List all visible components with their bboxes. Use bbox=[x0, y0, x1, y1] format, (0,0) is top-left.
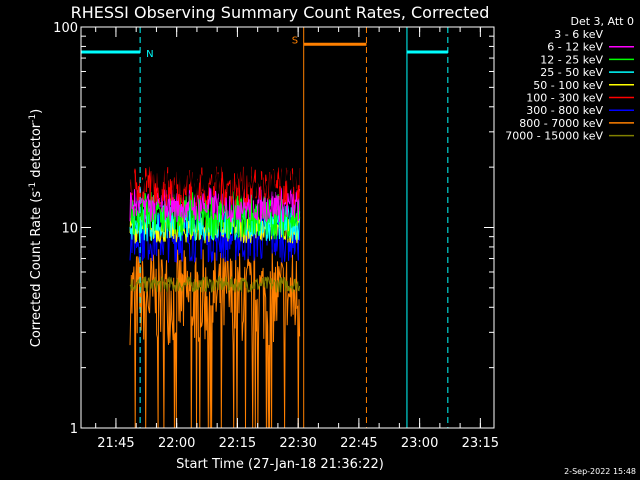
night-marker-label: N bbox=[146, 49, 153, 60]
y-axis-label-exp1: -1 bbox=[28, 182, 38, 191]
x-tick-label: 22:30 bbox=[279, 436, 316, 451]
legend-entry-label: 12 - 25 keV bbox=[540, 53, 603, 66]
x-axis-label: Start Time (27-Jan-18 21:36:22) bbox=[176, 457, 384, 472]
y-axis-label-exp2: -1 bbox=[28, 114, 38, 123]
x-tick-label: 22:00 bbox=[158, 436, 195, 451]
legend-entry-label: 50 - 100 keV bbox=[533, 79, 603, 92]
series-line bbox=[129, 166, 301, 207]
legend-entry-label: 300 - 800 keV bbox=[526, 104, 603, 117]
ticks-group: 1 10 100 21:45 22:00 22:15 22:30 22:45 23:00 23:1… bbox=[53, 21, 499, 451]
legend-header: Det 3, Att 0 bbox=[571, 15, 635, 28]
x-tick-label: 23:00 bbox=[401, 436, 438, 451]
x-tick-label: 22:45 bbox=[340, 436, 377, 451]
legend-entry-label: 7000 - 15000 keV bbox=[505, 130, 603, 143]
saa-marker-label: S bbox=[292, 35, 298, 46]
data-series-group bbox=[129, 150, 301, 429]
x-tick-label: 23:15 bbox=[462, 436, 499, 451]
chart-title: RHESSI Observing Summary Count Rates, Co… bbox=[71, 3, 490, 22]
y-axis-label-mid: detector bbox=[29, 122, 44, 182]
date-stamp: 2-Sep-2022 15:48 bbox=[564, 467, 636, 476]
y-axis-label: Corrected Count Rate (s-1 detector-1) bbox=[28, 109, 44, 347]
legend-entry-label: 100 - 300 keV bbox=[526, 92, 603, 105]
series-line bbox=[129, 249, 301, 429]
x-tick-label: 21:45 bbox=[97, 436, 134, 451]
y-tick-label: 100 bbox=[53, 21, 78, 36]
legend-entry-label: 25 - 50 keV bbox=[540, 66, 603, 79]
y-tick-label: 1 bbox=[70, 422, 78, 437]
y-tick-label: 10 bbox=[61, 222, 78, 237]
series-line bbox=[129, 275, 301, 294]
series-line bbox=[129, 150, 301, 203]
legend-entry-label: 800 - 7000 keV bbox=[519, 117, 603, 130]
y-axis-label-end: ) bbox=[29, 109, 44, 114]
legend-entry-label: 6 - 12 keV bbox=[547, 41, 603, 54]
legend-entry-label: 3 - 6 keV bbox=[554, 28, 603, 41]
y-axis-label-main: Corrected Count Rate (s bbox=[29, 191, 44, 348]
x-tick-label: 22:15 bbox=[219, 436, 256, 451]
